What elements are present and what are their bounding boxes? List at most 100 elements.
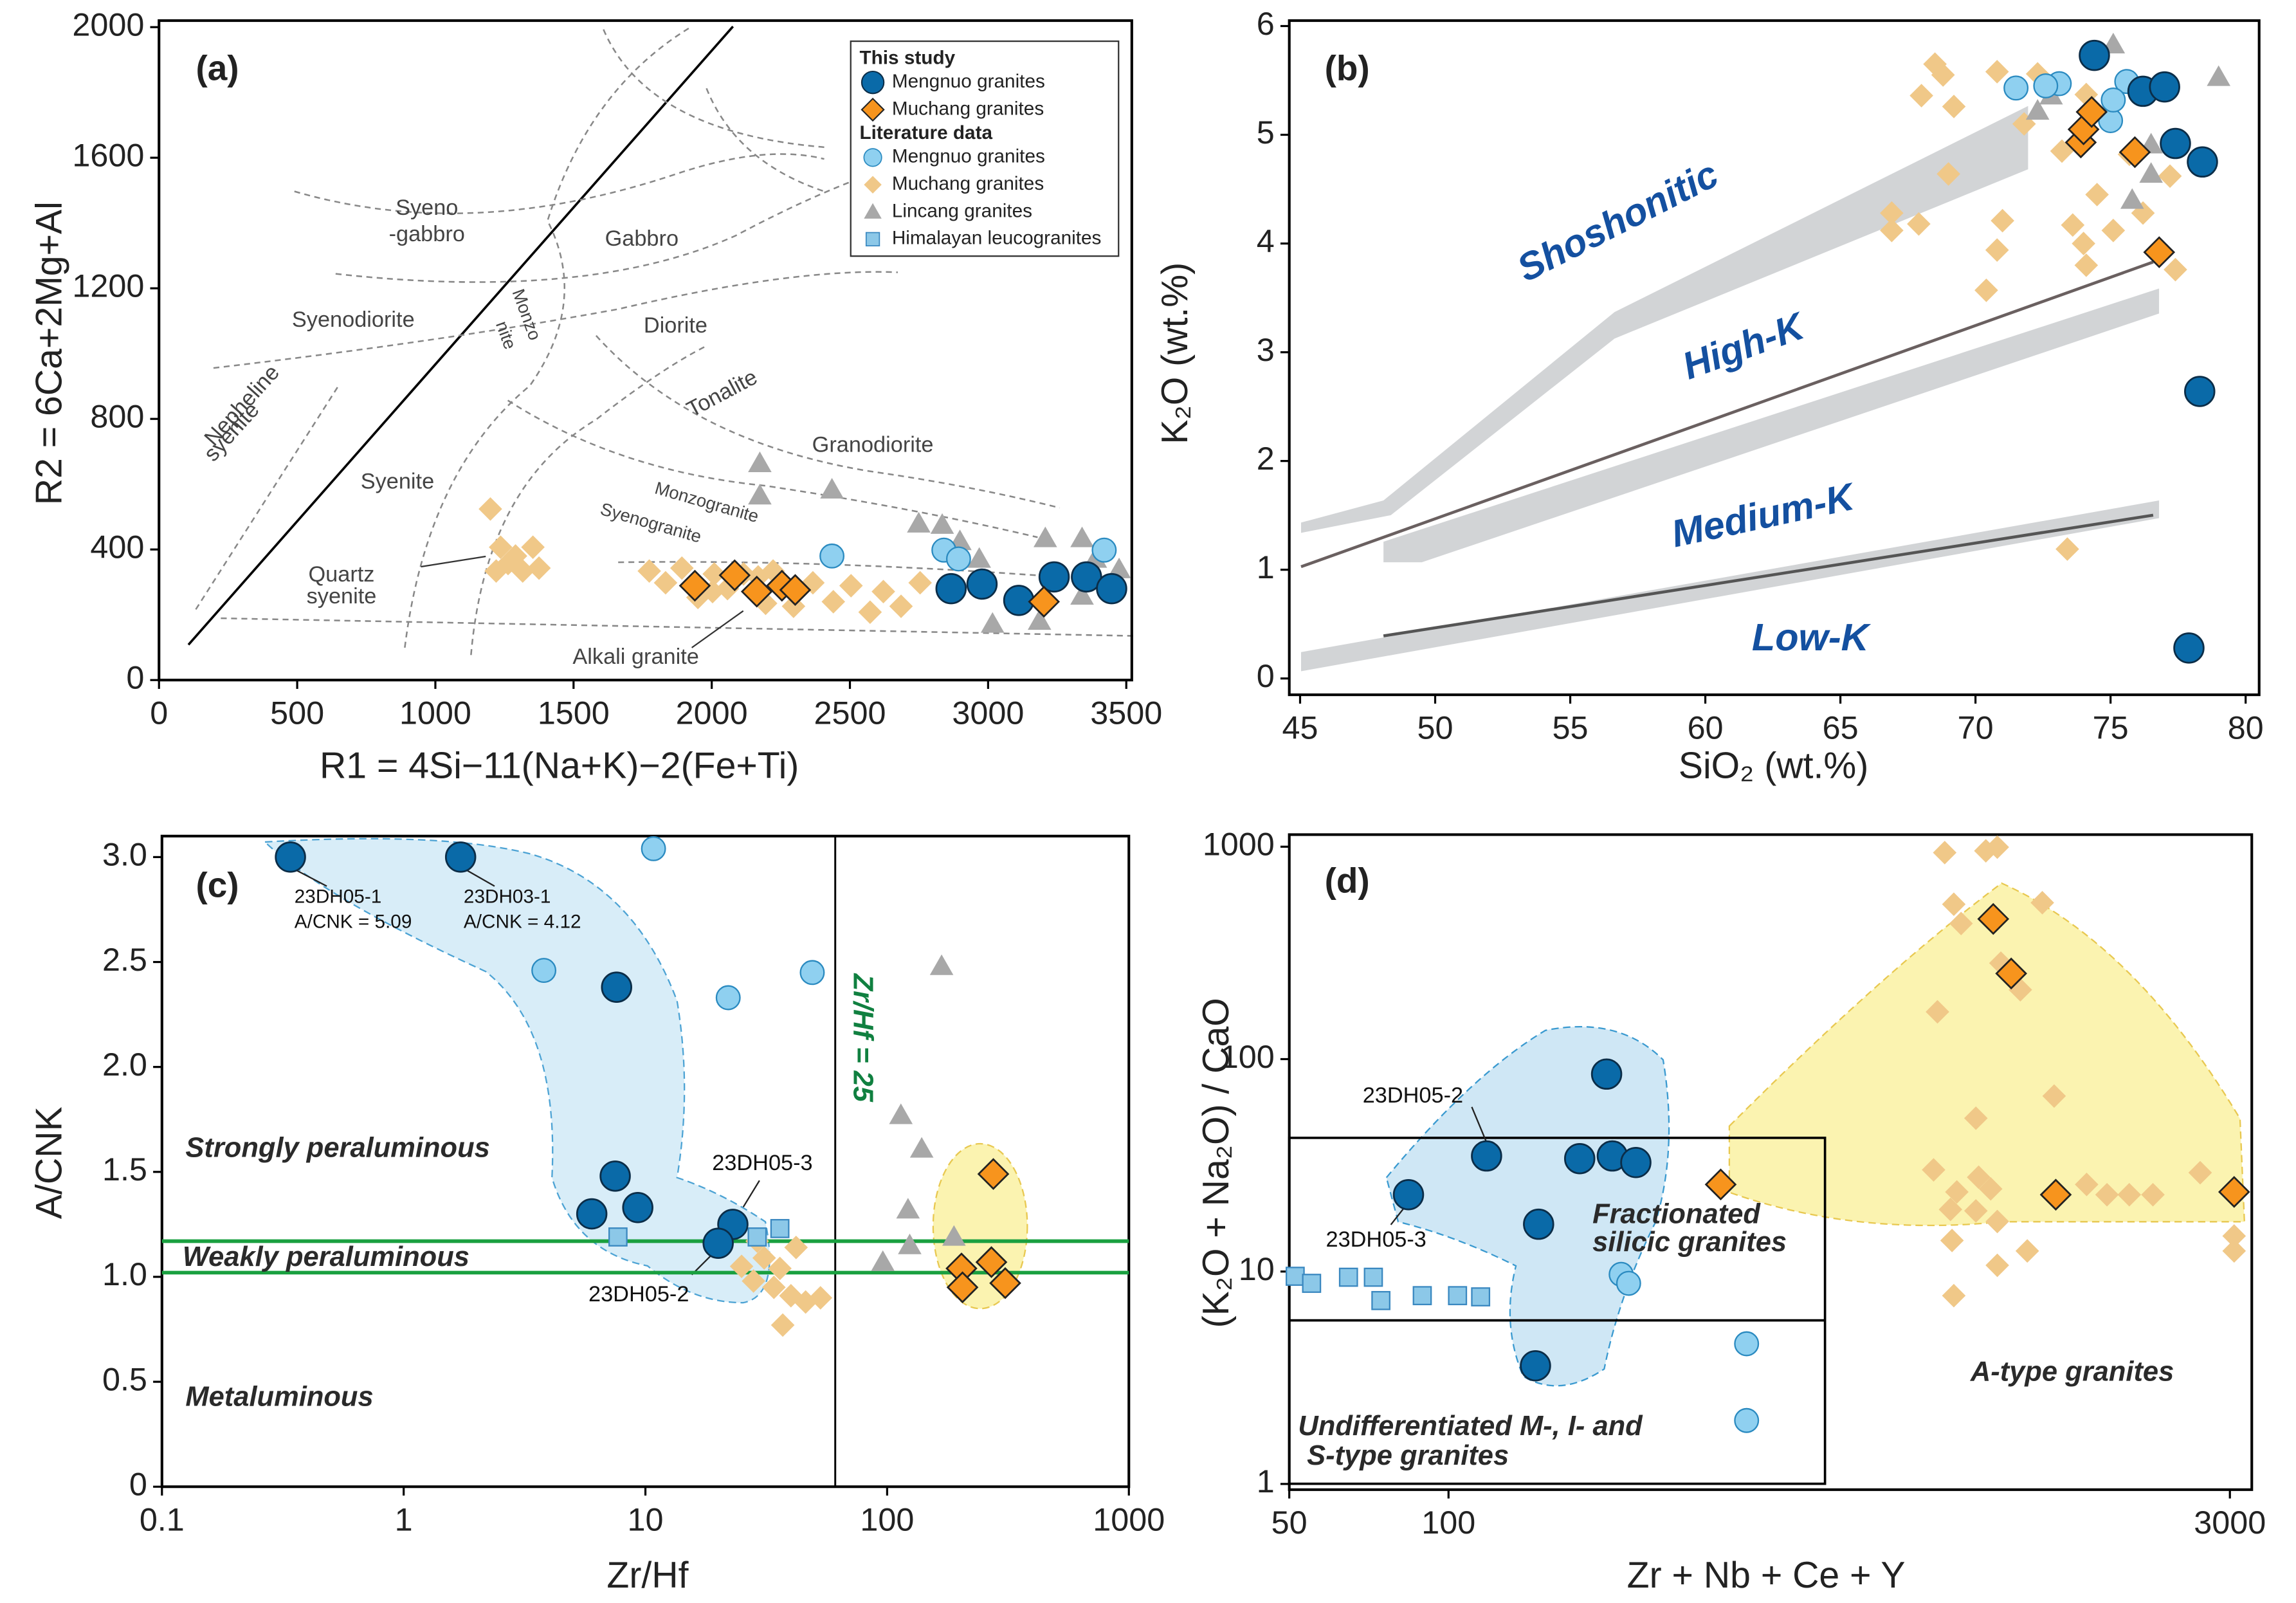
- marker-diamond: [1909, 84, 1933, 107]
- marker-triangle: [930, 513, 954, 534]
- marker-diamond: [1978, 1177, 2003, 1201]
- marker-square: [1285, 1267, 1305, 1286]
- marker-diamond: [1967, 1165, 1991, 1189]
- annotation: 23DH05-3: [1326, 1227, 1426, 1252]
- marker-diamond: [975, 1246, 1008, 1278]
- marker-circle: [1523, 1208, 1554, 1240]
- marker-diamond: [2074, 253, 2099, 277]
- marker-diamond: [1938, 1197, 1963, 1222]
- x-tick-label: 1: [395, 1501, 413, 1537]
- marker-square: [1338, 1267, 1358, 1287]
- marker-triangle: [907, 511, 931, 533]
- marker-circle: [2100, 87, 2126, 113]
- legend-label: Himalayan leucogranites: [892, 228, 1102, 249]
- legend-label: Muchang granites: [892, 98, 1044, 119]
- x-tick-label: 0: [150, 694, 168, 731]
- marker-diamond: [761, 1275, 786, 1299]
- marker-diamond: [702, 562, 726, 586]
- marker-circle: [2173, 632, 2205, 664]
- marker-diamond: [770, 1313, 795, 1337]
- marker-triangle: [2207, 65, 2230, 86]
- annotation: 23DH03-1: [464, 886, 551, 908]
- annotation: Tonalite: [683, 365, 761, 422]
- marker-circle: [1096, 572, 1127, 605]
- marker-circle: [1091, 537, 1117, 563]
- marker-triangle: [1107, 557, 1131, 578]
- marker-circle: [531, 958, 557, 984]
- y-tick-label: 10: [1239, 1250, 1275, 1287]
- y-tick-label: 1200: [72, 267, 144, 304]
- marker-circle: [275, 841, 306, 873]
- annotation: 23DH05-2: [1363, 1083, 1463, 1108]
- marker-circle: [2079, 39, 2110, 71]
- marker-diamond: [1907, 212, 1931, 236]
- annotation: A/CNK = 5.09: [295, 911, 412, 933]
- panel-label: (b): [1325, 48, 1370, 87]
- marker-diamond: [752, 1246, 776, 1270]
- marker-diamond: [1985, 835, 2009, 859]
- x-tick-label: 100: [1421, 1504, 1475, 1541]
- marker-circle: [2160, 127, 2191, 160]
- marker-diamond: [1942, 1283, 1966, 1308]
- y-tick-label: 2.5: [102, 941, 147, 978]
- y-tick-label: 100: [1221, 1038, 1275, 1075]
- legend-header: Literature data: [859, 122, 992, 143]
- annotation: Granodiorite: [812, 432, 934, 457]
- y-tick-label: 2.0: [102, 1046, 147, 1083]
- annotation: S-type granites: [1307, 1440, 1509, 1471]
- plot-frame: [1288, 19, 2261, 697]
- marker-circle: [601, 971, 632, 1003]
- marker-diamond: [1945, 1180, 1969, 1204]
- marker-diamond: [839, 574, 863, 598]
- y-axis-title: K₂O (wt.%): [1154, 262, 1196, 444]
- y-tick-label: 0: [1257, 657, 1275, 694]
- marker-circle: [641, 836, 666, 861]
- marker-diamond: [784, 1235, 808, 1260]
- marker-diamond: [821, 590, 846, 614]
- marker-circle: [2187, 146, 2218, 178]
- marker-diamond: [1985, 1253, 2009, 1278]
- marker-diamond: [2222, 1224, 2246, 1248]
- y-axis-title: (K₂O + Na₂O) / CaO: [1196, 998, 1237, 1328]
- marker-triangle: [2139, 162, 2163, 183]
- marker-diamond: [740, 575, 773, 608]
- annotation: silicic granites: [1592, 1227, 1787, 1258]
- marker-circle: [819, 543, 845, 569]
- marker-diamond: [2101, 218, 2126, 243]
- marker-diamond: [2075, 1173, 2099, 1196]
- y-tick-label: 3: [1257, 331, 1275, 368]
- marker-diamond: [2055, 537, 2079, 561]
- y-tick-label: 0: [126, 659, 144, 696]
- marker-diamond: [2039, 1178, 2072, 1211]
- x-tick-label: 1000: [399, 694, 471, 731]
- legend-box: [850, 40, 1120, 257]
- marker-circle: [622, 1192, 653, 1223]
- x-tick-label: 10: [628, 1501, 664, 1537]
- x-tick-label: 3000: [2194, 1504, 2266, 1541]
- marker-diamond: [2164, 257, 2187, 282]
- marker-diamond: [1936, 162, 1960, 186]
- marker-diamond: [864, 176, 882, 194]
- y-tick-label: 5: [1257, 114, 1275, 151]
- marker-diamond: [871, 580, 895, 603]
- marker-diamond: [718, 559, 751, 592]
- marker-diamond: [2222, 1239, 2246, 1263]
- x-tick-label: 2000: [676, 694, 748, 731]
- marker-diamond: [1942, 892, 1966, 917]
- panel-label: (d): [1325, 861, 1370, 901]
- marker-diamond: [1977, 902, 2010, 935]
- x-tick-label: 0.1: [140, 1501, 185, 1537]
- marker-diamond: [2075, 96, 2108, 128]
- annotation: 23DH05-2: [588, 1282, 689, 1306]
- y-tick-label: 1.0: [102, 1256, 147, 1292]
- annotation: A/CNK = 4.12: [464, 911, 581, 933]
- marker-circle: [1616, 1270, 1641, 1296]
- annotation: Weakly peraluminous: [183, 1241, 469, 1272]
- marker-circle: [1620, 1146, 1652, 1178]
- marker-diamond: [2085, 183, 2109, 206]
- annotation: -gabbro: [389, 222, 465, 246]
- panel-b-bands: [1300, 105, 2160, 672]
- marker-diamond: [1995, 957, 2028, 990]
- marker-diamond: [1933, 841, 1957, 865]
